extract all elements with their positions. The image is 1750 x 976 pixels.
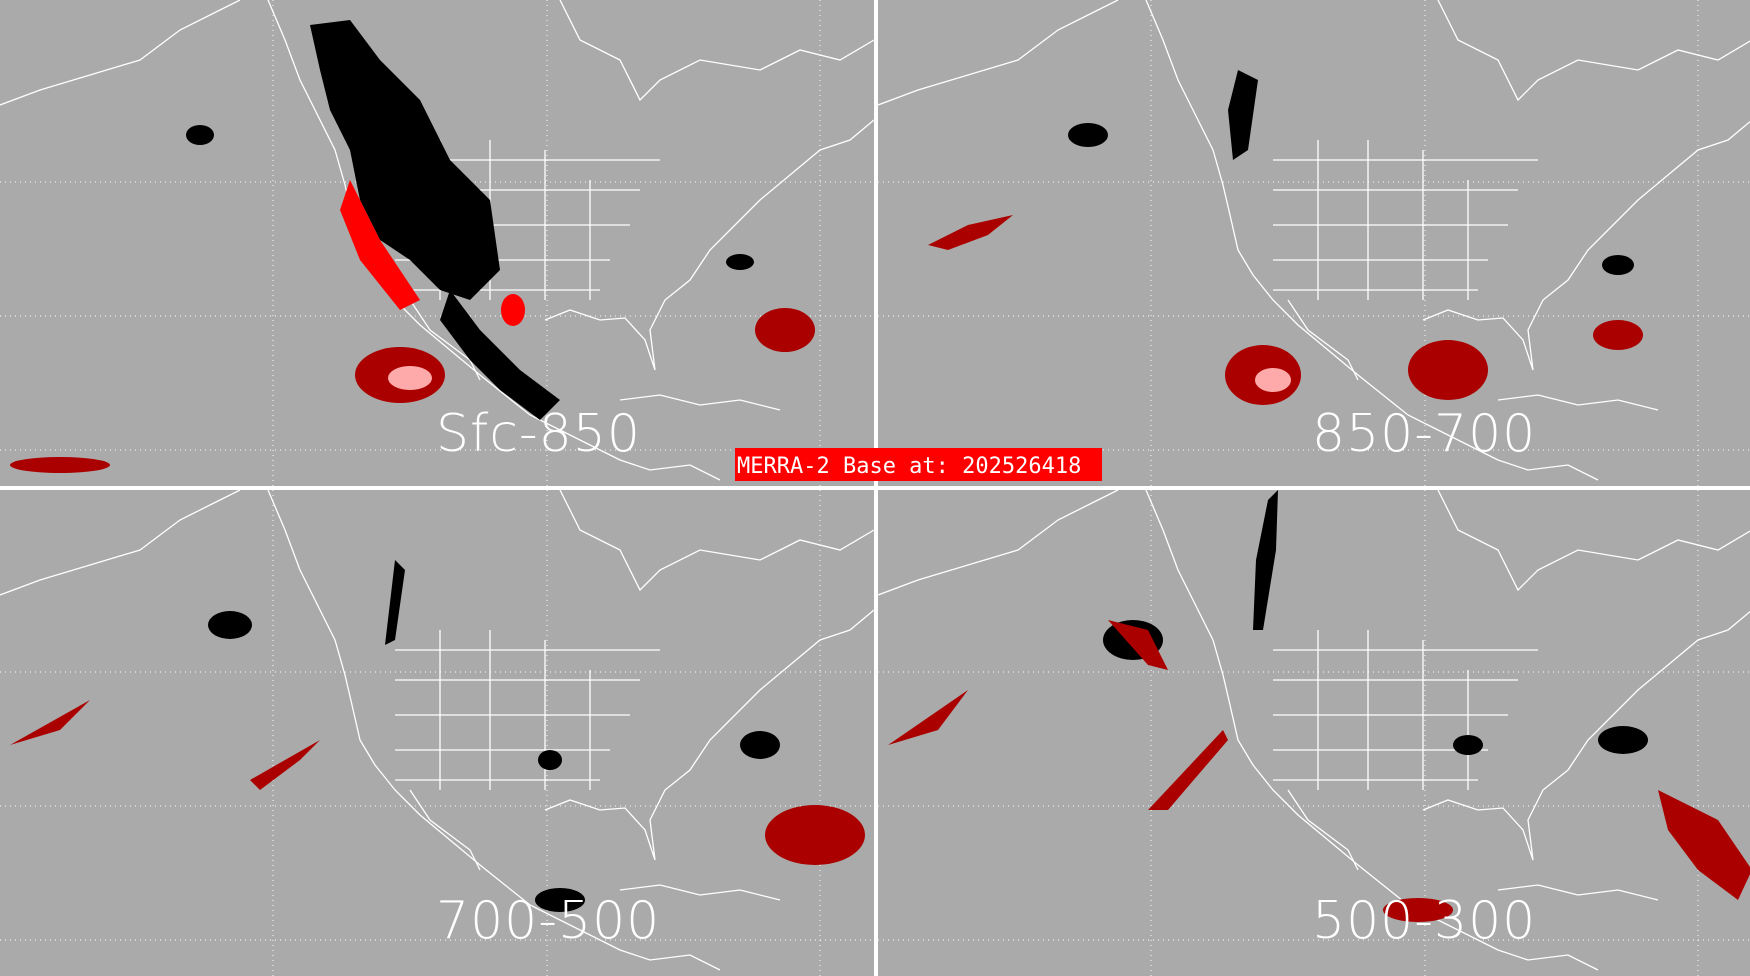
shade-darkred — [10, 700, 90, 745]
map-sfc-850 — [0, 0, 874, 486]
shade-black-mexico — [440, 290, 560, 420]
shade-black — [310, 20, 500, 300]
shade-darkred — [1383, 898, 1453, 922]
shade-red — [501, 294, 525, 326]
map-500-300 — [878, 490, 1750, 976]
map-850-700 — [878, 0, 1750, 486]
panel-label: Sfc-850 — [436, 404, 641, 464]
shade-black-jet — [1253, 490, 1278, 630]
shade-black — [186, 125, 214, 145]
shade-darkred — [1593, 320, 1643, 350]
panel-label: 850-700 — [1312, 404, 1537, 464]
shade-darkred — [1108, 620, 1168, 670]
shade-darkred-jet — [1148, 730, 1228, 810]
shade-darkred — [888, 690, 968, 745]
shade-darkred-hurricane — [755, 308, 815, 352]
shade-black — [208, 611, 252, 639]
shade-red-westcoast — [340, 180, 420, 310]
panel-850-700: 850-700 — [878, 0, 1750, 486]
shade-darkred-hurricane — [1658, 790, 1750, 900]
panel-500-300: 500-300 — [878, 490, 1750, 976]
panel-label: 500-300 — [1312, 891, 1537, 951]
shade-pink-cyclone — [388, 366, 432, 390]
shade-black — [538, 750, 562, 770]
shade-black — [1598, 726, 1648, 754]
shade-darkred-hurricane — [765, 805, 865, 865]
shade-black — [385, 560, 405, 645]
panel-sfc-850: Sfc-850 — [0, 0, 874, 486]
shade-pink-cyclone — [1255, 368, 1291, 392]
shade-black — [726, 254, 754, 270]
shade-darkred — [1408, 340, 1488, 400]
shade-darkred — [10, 457, 110, 473]
shade-black — [740, 731, 780, 759]
panel-label: 700-500 — [436, 891, 661, 951]
shade-black — [535, 888, 585, 912]
base-date-label: MERRA-2 Base at: 202526418 — [735, 448, 1102, 481]
shade-black — [1453, 735, 1483, 755]
shade-black — [1228, 70, 1258, 160]
map-700-500 — [0, 490, 874, 976]
shade-black — [1602, 255, 1634, 275]
panel-700-500: 700-500 — [0, 490, 874, 976]
shade-darkred — [250, 740, 320, 790]
shade-darkred — [928, 215, 1013, 250]
shade-black — [1068, 123, 1108, 147]
